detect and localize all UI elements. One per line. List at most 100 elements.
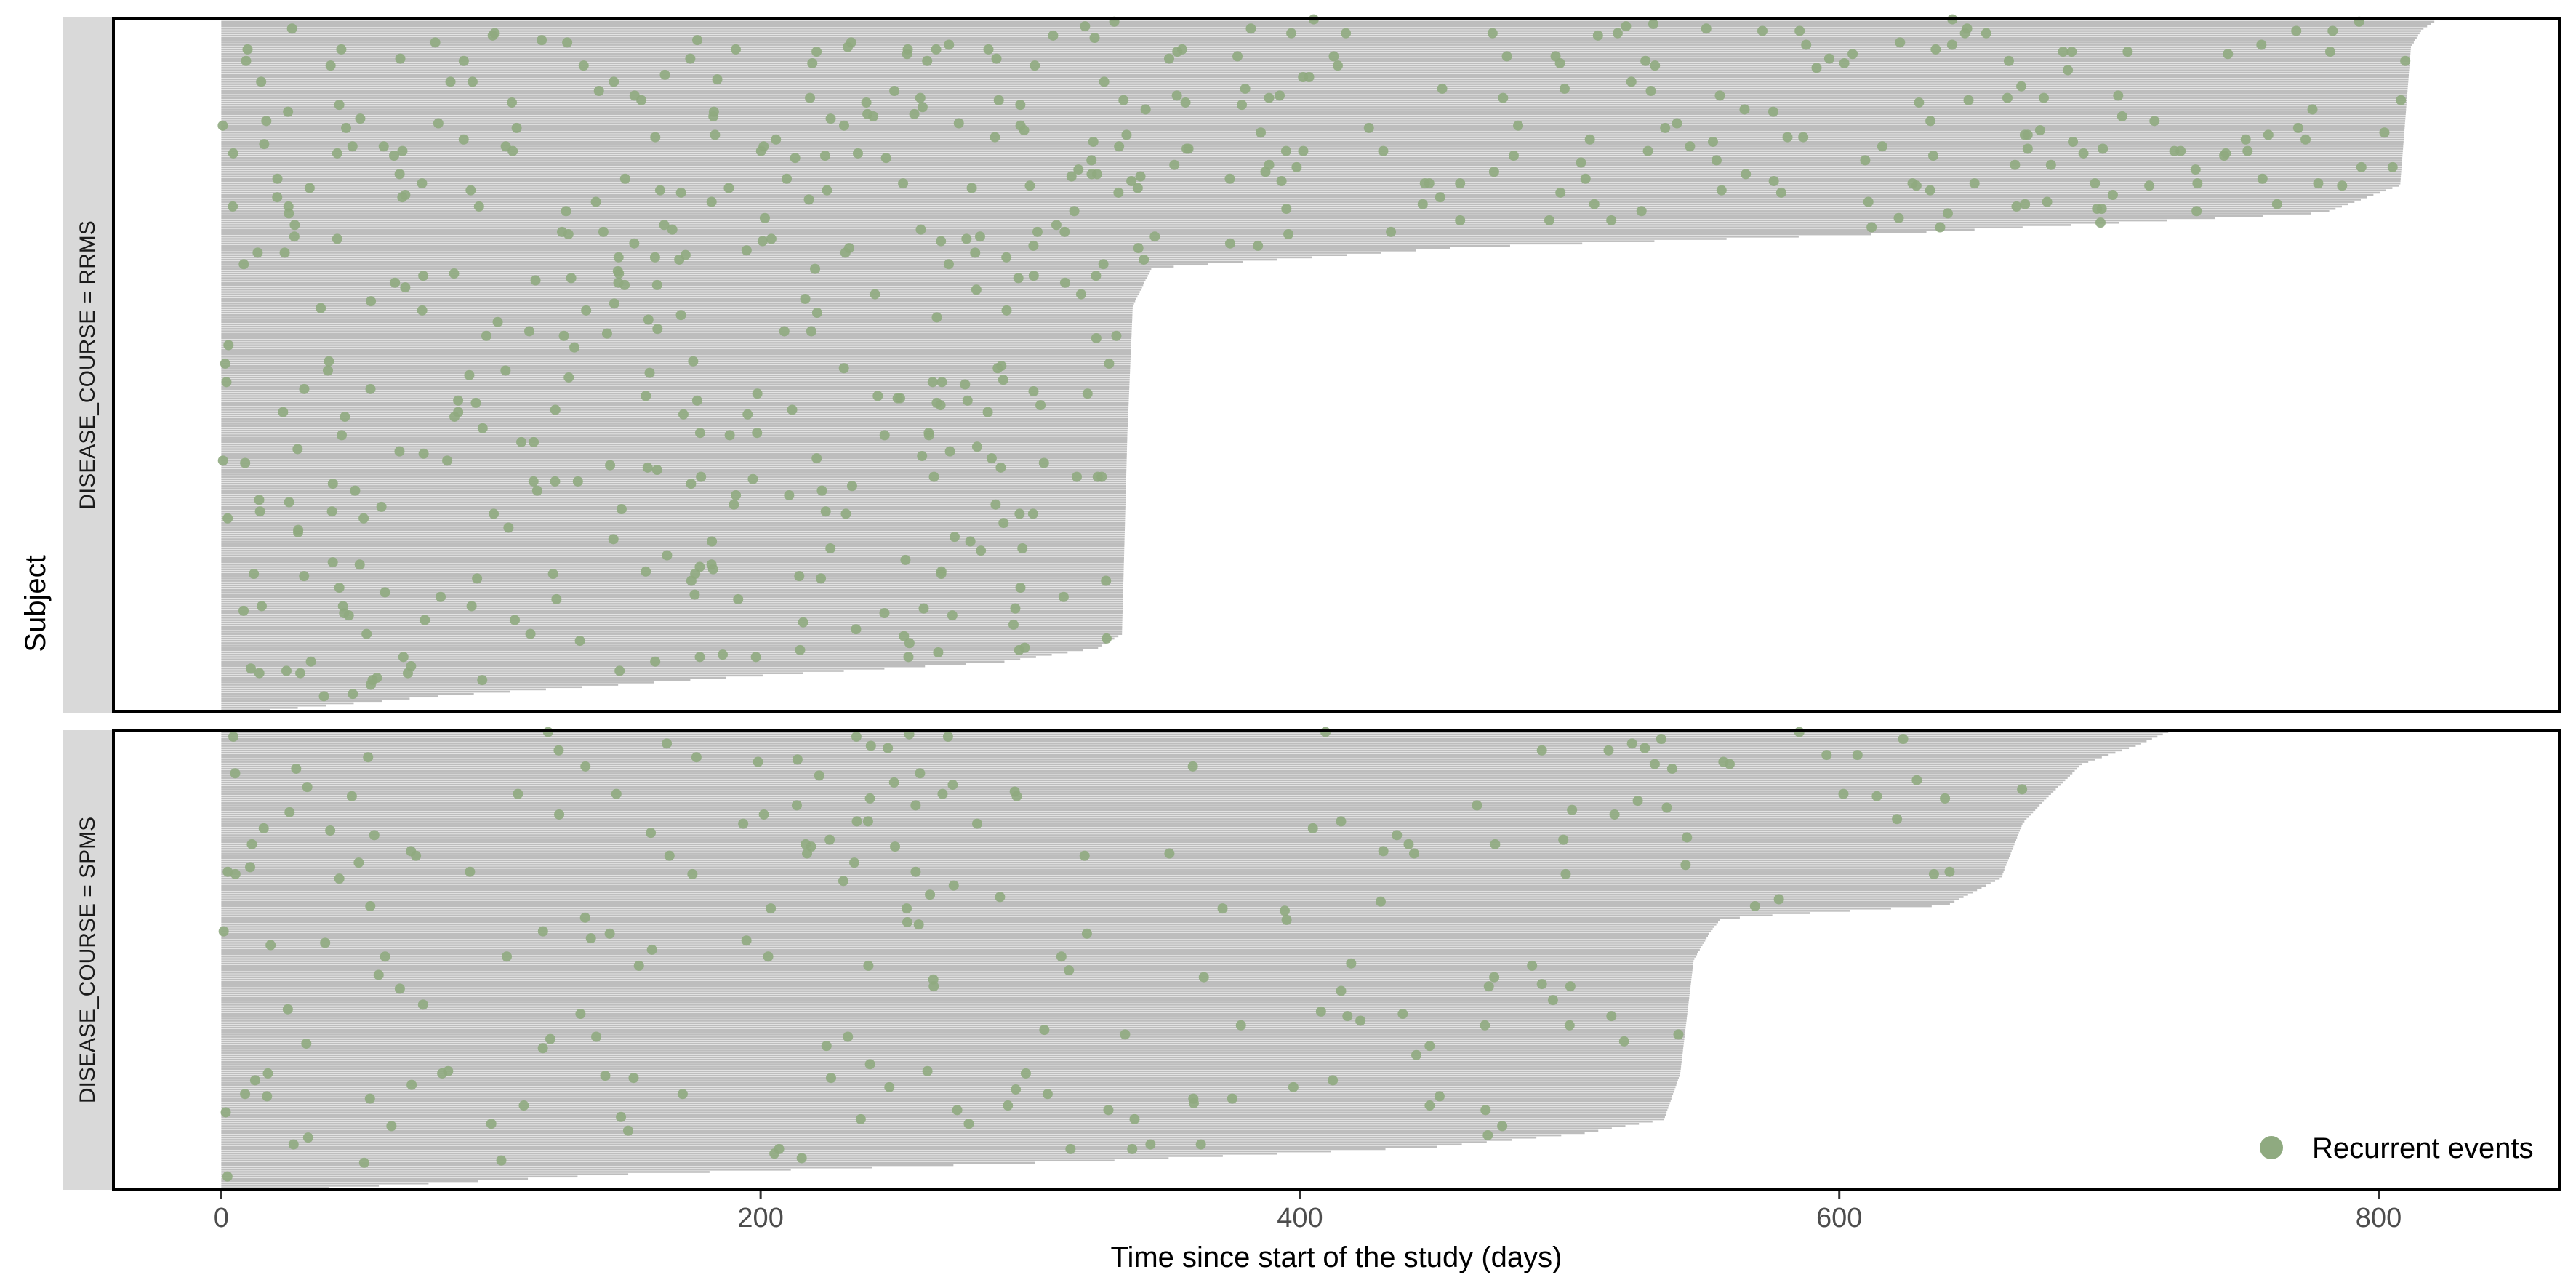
event-point xyxy=(2078,148,2089,159)
event-point xyxy=(380,951,390,962)
subject-bar xyxy=(221,295,1138,298)
event-point xyxy=(558,330,569,341)
subject-bar xyxy=(221,48,2411,51)
event-point xyxy=(1558,834,1569,845)
subject-bar xyxy=(221,1157,1169,1159)
subject-bar xyxy=(221,515,1126,517)
event-point xyxy=(1940,793,1951,804)
subject-bar xyxy=(221,1044,1684,1047)
subject-bar xyxy=(221,695,438,697)
event-point xyxy=(2387,161,2398,172)
event-point xyxy=(825,543,836,554)
event-point xyxy=(1898,734,1909,745)
event-point xyxy=(1946,39,1957,50)
event-point xyxy=(1603,745,1614,756)
event-point xyxy=(1099,76,1110,87)
event-point xyxy=(879,430,890,441)
subject-bar xyxy=(221,649,1084,652)
event-point xyxy=(1672,118,1682,129)
subject-bar xyxy=(221,882,1991,884)
event-point xyxy=(222,513,233,524)
subject-bar xyxy=(221,1056,1682,1059)
subject-bar xyxy=(221,519,1126,522)
event-point xyxy=(1001,305,1012,316)
subject-bar xyxy=(221,85,2408,88)
event-point xyxy=(811,47,822,57)
subject-bar xyxy=(221,825,2022,828)
subject-bar xyxy=(221,89,2408,92)
subject-bar xyxy=(221,577,1124,580)
subject-bar xyxy=(221,668,885,670)
subject-bar xyxy=(221,1008,1688,1011)
event-point xyxy=(1392,830,1403,841)
event-point xyxy=(1011,791,1022,801)
event-point xyxy=(301,1038,312,1049)
event-point xyxy=(259,139,270,150)
event-point xyxy=(1839,57,1850,68)
subject-bar xyxy=(221,44,2412,46)
subject-bar xyxy=(221,1074,1680,1077)
event-point xyxy=(650,132,661,143)
event-point xyxy=(299,383,310,394)
event-point xyxy=(840,508,851,519)
subject-bar xyxy=(221,337,1132,340)
event-point xyxy=(1065,1143,1076,1154)
event-point xyxy=(1008,619,1019,630)
subject-bar xyxy=(221,586,1123,589)
subject-bar xyxy=(221,559,1124,561)
subject-bar xyxy=(221,631,1123,633)
event-point xyxy=(643,314,654,325)
event-point xyxy=(228,731,238,742)
event-point xyxy=(947,780,958,791)
event-point xyxy=(289,231,300,242)
event-point xyxy=(222,866,233,877)
event-point xyxy=(430,37,441,48)
subject-bar xyxy=(221,177,2401,180)
event-point xyxy=(600,1071,611,1081)
event-point xyxy=(664,850,675,861)
subject-bar xyxy=(221,704,326,707)
event-point xyxy=(609,298,619,309)
event-point xyxy=(687,868,698,879)
event-point xyxy=(851,816,862,827)
event-point xyxy=(917,450,928,461)
subject-bar xyxy=(221,935,1709,937)
subject-bar xyxy=(221,855,2010,857)
subject-bar xyxy=(221,39,2415,41)
event-point xyxy=(470,397,481,408)
event-point xyxy=(2090,178,2100,189)
event-point xyxy=(295,668,306,679)
event-point xyxy=(1342,1011,1353,1022)
subject-bar xyxy=(221,1102,1670,1105)
event-point xyxy=(755,145,766,156)
event-point xyxy=(223,340,234,351)
subject-bar xyxy=(221,199,2361,201)
event-point xyxy=(1135,171,1146,182)
subject-bar xyxy=(221,57,2410,60)
event-point xyxy=(747,473,758,484)
subject-bar xyxy=(221,1086,1676,1089)
event-point xyxy=(1240,83,1251,94)
event-point xyxy=(641,566,651,577)
event-point xyxy=(400,282,411,293)
event-point xyxy=(629,90,640,101)
event-point xyxy=(1609,809,1620,820)
event-point xyxy=(995,462,1006,473)
event-point xyxy=(477,675,488,686)
subject-bar xyxy=(221,87,2408,90)
event-point xyxy=(846,481,857,492)
event-point xyxy=(1437,83,1448,94)
event-point xyxy=(757,236,768,247)
subject-bar xyxy=(221,307,1133,310)
event-point xyxy=(2396,95,2407,105)
event-point xyxy=(990,132,1000,143)
event-point xyxy=(993,95,1004,105)
event-point xyxy=(1011,1084,1022,1095)
event-point xyxy=(1291,161,1302,172)
event-point xyxy=(1489,972,1500,983)
event-point xyxy=(913,919,924,930)
event-point xyxy=(1014,508,1025,519)
subject-bar xyxy=(221,1047,1684,1049)
subject-bar xyxy=(221,55,2411,57)
event-point xyxy=(355,113,366,124)
